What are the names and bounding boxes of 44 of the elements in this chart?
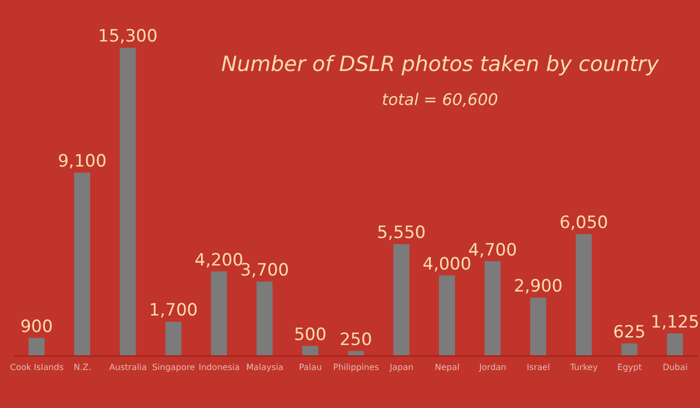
data-label: 1,700 <box>149 300 198 321</box>
x-tick-label: Dubai <box>662 363 688 374</box>
bar <box>120 48 136 356</box>
bar <box>210 271 227 356</box>
text: total = 60,600 <box>380 90 500 109</box>
bar <box>165 322 182 356</box>
data-label: 500 <box>294 324 326 345</box>
x-tick-label: Nepal <box>434 363 460 374</box>
x-tick-label: Singapore <box>152 363 196 374</box>
bar <box>666 333 683 356</box>
bar <box>576 234 592 356</box>
data-label: 625 <box>613 322 646 342</box>
data-label: 1,125 <box>650 312 700 332</box>
x-tick-label: Palau <box>298 363 322 374</box>
bar <box>621 343 638 356</box>
data-label: 6,050 <box>559 213 608 234</box>
bar <box>438 275 455 356</box>
x-tick-label: Cook Islands <box>10 363 64 374</box>
x-tick-label: Egypt <box>617 363 643 374</box>
bar <box>530 298 546 356</box>
x-tick-label: Japan <box>388 363 414 374</box>
data-label: 4,000 <box>422 254 472 274</box>
bar <box>302 346 318 356</box>
data-label: 9,100 <box>58 152 107 172</box>
x-tick-label: Israel <box>526 363 550 374</box>
data-label: 2,900 <box>514 276 563 297</box>
data-label: 5,550 <box>377 223 426 244</box>
x-tick-label: Philippines <box>333 363 380 374</box>
x-tick-label: Turkey <box>569 363 598 374</box>
bar <box>28 338 45 356</box>
bar <box>74 172 90 356</box>
chart-title: Number of DSLR photos taken by country <box>220 52 660 76</box>
x-tick-label: Malaysia <box>246 363 284 374</box>
data-label: 900 <box>20 316 53 337</box>
data-label: 4,200 <box>194 250 244 270</box>
bar <box>393 244 410 356</box>
data-label: 250 <box>340 330 372 350</box>
x-tick-label: Australia <box>109 363 147 374</box>
bar <box>484 261 501 356</box>
bar <box>256 281 273 356</box>
x-tick-label: Jordan <box>478 363 506 374</box>
data-label: 15,300 <box>98 26 158 47</box>
x-tick-label: N.Z. <box>74 363 92 374</box>
x-tick-label: Indonesia <box>198 363 240 374</box>
